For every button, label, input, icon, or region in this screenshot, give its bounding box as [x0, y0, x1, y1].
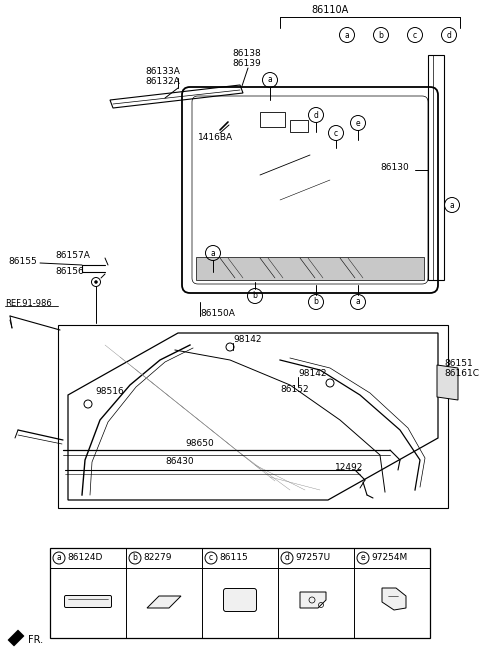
Text: b: b	[379, 31, 384, 40]
Polygon shape	[382, 588, 406, 610]
Text: d: d	[285, 554, 289, 563]
Text: c: c	[413, 31, 417, 40]
Text: 1416BA: 1416BA	[198, 134, 233, 143]
Text: e: e	[356, 119, 360, 128]
Text: e: e	[360, 554, 365, 563]
Text: d: d	[313, 110, 318, 119]
Text: 86115: 86115	[219, 554, 248, 563]
Text: 86110A: 86110A	[312, 5, 348, 15]
Text: d: d	[446, 31, 451, 40]
Text: 12492: 12492	[335, 464, 363, 473]
Text: 98142: 98142	[298, 370, 326, 379]
Text: a: a	[345, 31, 349, 40]
Text: 86151: 86151	[444, 359, 473, 368]
Text: 86161C: 86161C	[444, 370, 479, 379]
Text: 86155: 86155	[8, 258, 37, 267]
Circle shape	[95, 280, 97, 284]
Text: a: a	[450, 201, 455, 209]
Text: 86124D: 86124D	[67, 554, 102, 563]
Bar	[260, 112, 285, 127]
Text: REF.91-986: REF.91-986	[5, 299, 52, 308]
Text: FR.: FR.	[28, 635, 43, 645]
Bar	[290, 120, 308, 132]
Bar	[50, 548, 430, 638]
Text: a: a	[211, 248, 216, 258]
Bar	[58, 325, 448, 508]
Text: b: b	[313, 297, 318, 306]
FancyBboxPatch shape	[64, 595, 111, 608]
Text: b: b	[132, 554, 137, 563]
Text: 82279: 82279	[143, 554, 171, 563]
Text: 86156: 86156	[55, 267, 84, 276]
FancyBboxPatch shape	[224, 589, 256, 612]
Text: 98142: 98142	[233, 336, 262, 344]
Text: c: c	[209, 554, 213, 563]
Text: a: a	[356, 297, 360, 306]
Text: c: c	[334, 128, 338, 138]
Text: 97257U: 97257U	[295, 554, 330, 563]
Polygon shape	[300, 592, 326, 608]
Text: a: a	[268, 76, 272, 85]
Polygon shape	[196, 257, 424, 280]
Text: 86138: 86138	[232, 50, 261, 59]
Text: b: b	[252, 291, 257, 301]
Text: 86157A: 86157A	[55, 252, 90, 261]
Polygon shape	[437, 365, 458, 400]
Polygon shape	[147, 596, 181, 608]
Text: a: a	[57, 554, 61, 563]
Text: 86132A: 86132A	[145, 78, 180, 87]
Text: 97254M: 97254M	[371, 554, 407, 563]
Text: 86133A: 86133A	[145, 68, 180, 76]
Text: 86130: 86130	[380, 164, 409, 173]
Text: 86152: 86152	[280, 385, 309, 394]
Text: 86430: 86430	[165, 458, 193, 466]
Text: 86150A: 86150A	[200, 308, 235, 318]
Text: 98516: 98516	[95, 387, 124, 396]
Text: 98650: 98650	[185, 439, 214, 449]
Polygon shape	[8, 630, 24, 646]
Text: 86139: 86139	[232, 59, 261, 68]
